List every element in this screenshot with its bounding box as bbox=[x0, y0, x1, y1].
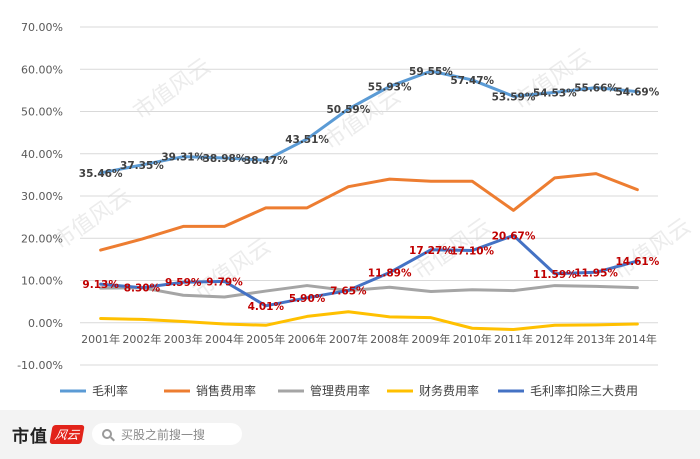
data-label: 54.53% bbox=[533, 87, 577, 99]
legend-label: 销售费用率 bbox=[196, 383, 256, 398]
series-line-0 bbox=[99, 69, 639, 175]
x-tick-label: 2013年 bbox=[577, 332, 616, 346]
x-tick-label: 2012年 bbox=[535, 332, 574, 346]
y-tick-label: 30.00% bbox=[21, 190, 63, 203]
series-line-4 bbox=[99, 233, 639, 308]
watermark-text-5: 市值风云 bbox=[609, 214, 695, 285]
y-tick-label: 0.00% bbox=[28, 317, 63, 330]
data-label: 35.46% bbox=[79, 168, 123, 180]
data-labels: 35.46%37.35%39.31%38.98%38.47% 43.51% 50.5… bbox=[79, 66, 660, 313]
y-tick-label: 50.00% bbox=[21, 106, 63, 119]
x-tick-label: 2001年 bbox=[81, 332, 120, 346]
data-label: 17.27% bbox=[409, 245, 453, 257]
legend-label: 毛利率 bbox=[92, 383, 128, 398]
series-line-3 bbox=[99, 310, 639, 332]
chart-card: 市值风云 市值风云 市值风云 市值风云 市值风云 市值风云 市值风云 70.00% 60.00… bbox=[17, 21, 696, 398]
legend: 毛利率 销售费用率 管理费用率 财务费用率 毛利率扣除三大费用 bbox=[60, 383, 638, 398]
data-label: 8.30% bbox=[124, 283, 161, 295]
data-label: 17.10% bbox=[450, 246, 494, 258]
series-line-1 bbox=[99, 172, 639, 252]
search-icon bbox=[102, 429, 112, 439]
data-label: 5.90% bbox=[289, 293, 326, 305]
data-label: 37.35% bbox=[120, 160, 164, 172]
y-tick-label: 10.00% bbox=[21, 275, 63, 288]
data-label: 53.59% bbox=[492, 91, 536, 103]
gridlines bbox=[80, 26, 658, 366]
x-tick-label: 2014年 bbox=[618, 332, 657, 346]
data-label: 55.93% bbox=[368, 81, 412, 93]
x-tick-label: 2007年 bbox=[329, 332, 368, 346]
data-label: 43.51% bbox=[285, 134, 329, 146]
data-label: 55.66% bbox=[574, 83, 618, 95]
x-tick-label: 2011年 bbox=[494, 332, 533, 346]
series-lines bbox=[99, 69, 639, 332]
data-label: 9.59% bbox=[165, 277, 202, 289]
footer-bar: 市值 风云 买股之前搜一搜 bbox=[0, 410, 700, 459]
x-tick-label: 2008年 bbox=[370, 332, 409, 346]
watermark-text-0: 市值风云 bbox=[129, 54, 215, 125]
data-label: 14.61% bbox=[615, 256, 659, 268]
legend-label: 管理费用率 bbox=[310, 383, 370, 398]
data-label: 11.89% bbox=[368, 268, 412, 280]
y-axis-ticks: 70.00% 60.00% 50.00% 40.00% 30.00% 20.00% 10.0… bbox=[17, 21, 63, 372]
legend-label: 毛利率扣除三大费用 bbox=[530, 383, 638, 398]
y-tick-label: 60.00% bbox=[21, 63, 63, 76]
data-label: 4.01% bbox=[248, 301, 285, 313]
data-label: 59.55% bbox=[409, 66, 453, 78]
y-tick-label: 20.00% bbox=[21, 232, 63, 245]
data-label: 7.65% bbox=[330, 285, 367, 297]
data-label: 11.59% bbox=[533, 269, 577, 281]
x-tick-label: 2010年 bbox=[453, 332, 492, 346]
legend-label: 财务费用率 bbox=[419, 383, 479, 398]
x-tick-label: 2005年 bbox=[246, 332, 285, 346]
brand-seal: 风云 bbox=[49, 425, 85, 444]
data-label: 11.95% bbox=[574, 267, 618, 279]
x-tick-label: 2004年 bbox=[205, 332, 244, 346]
search-box[interactable]: 买股之前搜一搜 bbox=[92, 423, 242, 445]
data-label: 50.59% bbox=[326, 104, 370, 116]
y-tick-label: 40.00% bbox=[21, 148, 63, 161]
data-label: 38.98% bbox=[203, 153, 247, 165]
search-placeholder: 买股之前搜一搜 bbox=[121, 427, 206, 442]
watermark-text-3: 市值风云 bbox=[189, 234, 275, 305]
data-label: 9.79% bbox=[206, 276, 243, 288]
brand-logo[interactable]: 市值 风云 bbox=[12, 422, 85, 447]
series-line-2 bbox=[99, 284, 639, 299]
x-tick-label: 2009年 bbox=[411, 332, 450, 346]
x-tick-label: 2003年 bbox=[164, 332, 203, 346]
watermark-text-2: 市值风云 bbox=[509, 44, 595, 115]
data-label: 20.67% bbox=[492, 230, 536, 242]
x-tick-label: 2006年 bbox=[288, 332, 327, 346]
data-label: 39.31% bbox=[161, 152, 205, 164]
x-tick-label: 2002年 bbox=[122, 332, 161, 346]
y-tick-label: 70.00% bbox=[21, 21, 63, 34]
data-label: 38.47% bbox=[244, 155, 288, 167]
x-axis-ticks: 2001年 2002年 2003年 2004年 2005年 2006年 2007年 2008年… bbox=[81, 332, 657, 346]
y-tick-label: -10.00% bbox=[17, 359, 63, 372]
data-label: 54.69% bbox=[615, 87, 659, 99]
data-label: 9.13% bbox=[82, 279, 119, 291]
data-label: 57.47% bbox=[450, 75, 494, 87]
brand-name: 市值 bbox=[12, 427, 48, 447]
